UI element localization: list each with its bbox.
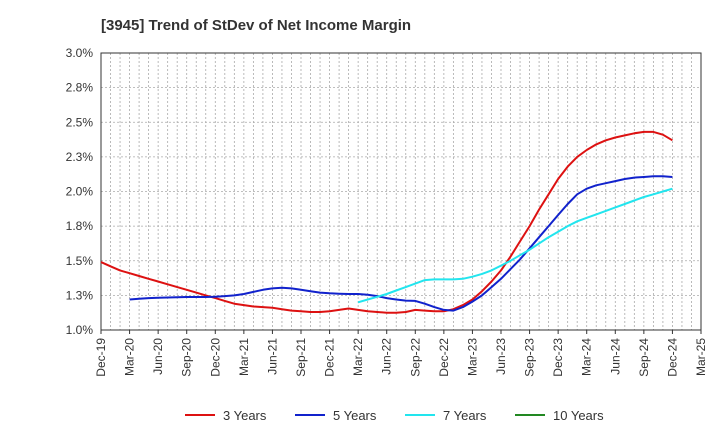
chart-title: [3945] Trend of StDev of Net Income Marg… (101, 17, 411, 34)
y-tick-label: 1.8% (66, 219, 94, 233)
x-tick-label: Dec-19 (94, 338, 108, 377)
y-tick-label: 1.0% (66, 323, 94, 337)
plot-frame (100, 52, 702, 331)
legend-label-5-years: 5 Years (333, 408, 377, 423)
x-tick-label: Sep-24 (637, 338, 651, 377)
legend-label-3-years: 3 Years (223, 408, 267, 423)
x-tick-labels: Dec-19 Mar-20 Jun-20 Sep-20 Dec-20 Mar-21 Jun-… (94, 338, 708, 377)
x-tick-label: Dec-23 (551, 338, 565, 377)
x-tick-label: Sep-22 (408, 338, 422, 377)
x-tick-label: Mar-20 (123, 338, 137, 376)
series-lines (100, 130, 673, 314)
x-tick-label: Mar-24 (580, 338, 594, 376)
y-tick-label: 3.0% (66, 46, 94, 60)
y-tick-label: 2.3% (66, 150, 94, 164)
x-tick-label: Dec-24 (665, 338, 679, 377)
legend-label-7-years: 7 Years (443, 408, 487, 423)
axes (100, 52, 702, 334)
x-tick-label: Mar-21 (237, 338, 251, 376)
x-tick-label: Sep-21 (294, 338, 308, 377)
x-tick-label: Jun-21 (265, 338, 279, 375)
y-tick-labels: 1.0% 1.3% 1.5% 1.8% 2.0% 2.3% 2.5% 2.8% 3.0% (66, 46, 94, 337)
x-tick-label: Jun-24 (608, 338, 622, 375)
x-tick-label: Mar-25 (694, 338, 708, 376)
series-line-7-years (357, 187, 673, 304)
y-tick-label: 1.5% (66, 254, 94, 268)
series-line-5-years (129, 175, 673, 312)
x-tick-label: Mar-22 (351, 338, 365, 376)
x-tick-label: Dec-22 (437, 338, 451, 377)
x-tick-label: Sep-23 (523, 338, 537, 377)
x-tick-label: Sep-20 (180, 338, 194, 377)
x-tick-label: Mar-23 (465, 338, 479, 376)
x-tick-label: Dec-21 (323, 338, 337, 377)
series-line-3-years (100, 130, 673, 314)
x-tick-label: Dec-20 (208, 338, 222, 377)
x-tick-label: Jun-20 (151, 338, 165, 375)
legend-label-10-years: 10 Years (553, 408, 604, 423)
x-tick-label: Jun-22 (380, 338, 394, 375)
legend: 3 Years 5 Years 7 Years 10 Years (185, 408, 604, 423)
y-tick-label: 2.8% (66, 81, 94, 95)
y-tick-label: 2.5% (66, 115, 94, 129)
y-tick-label: 2.0% (66, 185, 94, 199)
y-tick-label: 1.3% (66, 288, 94, 302)
x-tick-label: Jun-23 (494, 338, 508, 375)
